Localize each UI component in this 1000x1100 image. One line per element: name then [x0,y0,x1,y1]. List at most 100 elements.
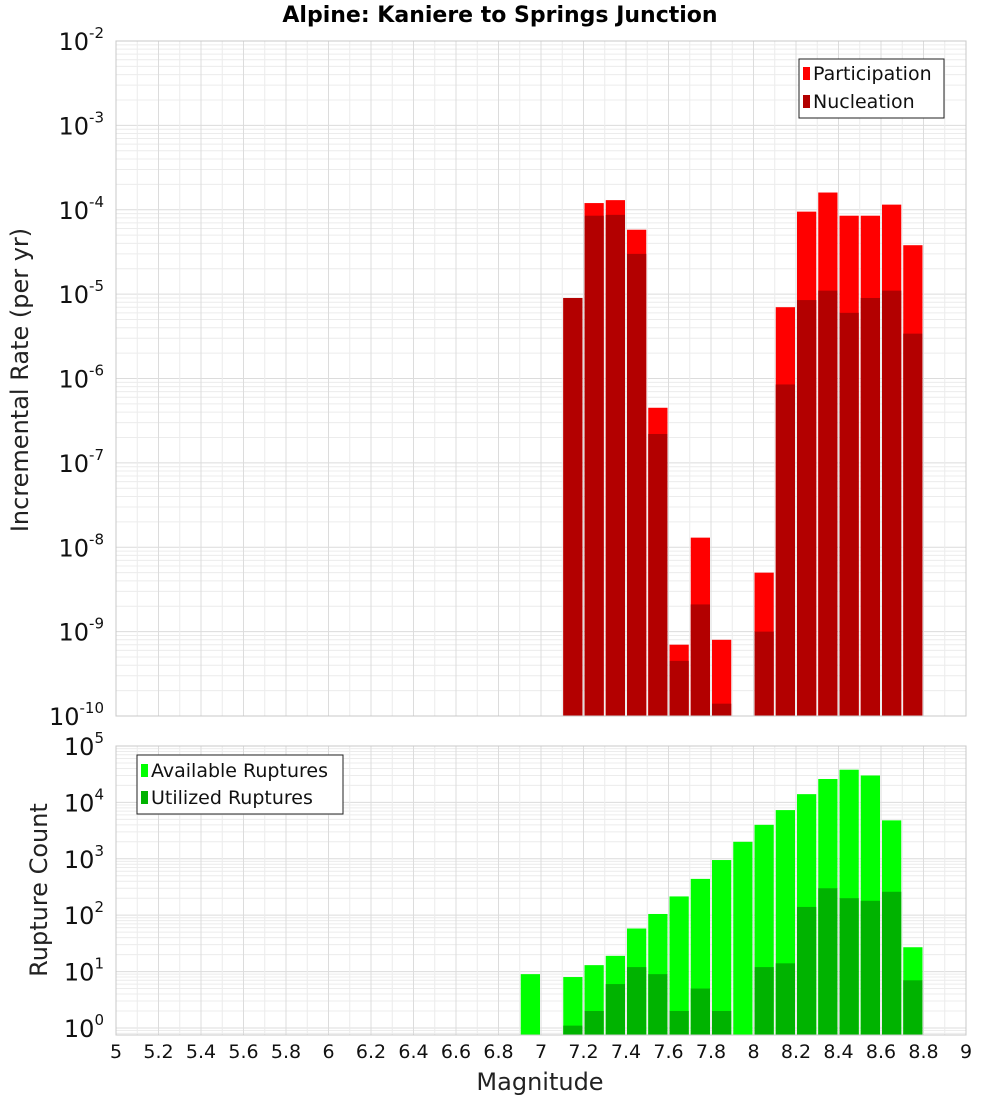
count-legend: Available Ruptures Utilized Ruptures [136,754,344,815]
x-tick-label: 7.4 [611,1041,641,1063]
nucleation-bar [775,384,795,716]
x-tick-label: 5.8 [271,1041,301,1063]
rate-bars [563,192,923,717]
x-axis-label: Magnitude [476,1068,603,1096]
rate-plot-border [115,40,967,717]
nucleation-bar [860,297,880,716]
utilized-ruptures-bar [690,988,710,1035]
count-y-tick-label: 104 [64,785,104,817]
x-tick-label: 6.6 [441,1041,471,1063]
utilized-ruptures-bar [754,967,774,1035]
participation-legend-swatch [803,67,810,80]
count-y-tick-label: 100 [64,1011,104,1043]
rate-y-tick-label: 10-10 [49,699,104,731]
utilized-ruptures-bar [882,891,902,1035]
nucleation-bar [563,297,583,716]
utilized-ruptures-bar [903,980,923,1035]
x-tick-label: 8.6 [866,1041,896,1063]
available-legend-swatch [141,764,148,777]
rate-legend: Participation Nucleation [798,58,945,119]
nucleation-bar [669,660,689,716]
x-tick-label: 9 [960,1041,972,1063]
nucleation-bar [797,300,817,716]
utilized-ruptures-bar [818,888,838,1035]
x-tick-label: 7 [535,1041,547,1063]
available-legend-label: Available Ruptures [151,760,328,782]
rate-y-tick-label: 10-2 [58,24,104,56]
available-ruptures-bar [712,860,732,1035]
x-tick-label: 6.4 [398,1041,428,1063]
x-tick-label: 6.8 [483,1041,513,1063]
nucleation-bar [903,333,923,716]
nucleation-bar [712,703,732,716]
rate-y-tick-label: 10-9 [58,615,104,647]
utilized-legend-label: Utilized Ruptures [151,787,313,809]
nucleation-bar [627,253,647,716]
nucleation-bar [605,214,625,716]
count-y-tick-label: 105 [64,729,104,761]
count-panel: 100 101 102 103 104 105 Rupture Count Availab… [25,729,967,1043]
x-tick-label: 8 [747,1041,759,1063]
participation-bar [712,639,732,716]
nucleation-legend-swatch [803,95,810,108]
rate-grid [115,41,967,717]
available-ruptures-bar [563,977,583,1035]
nucleation-bar [648,433,668,716]
count-y-tick-label: 102 [64,898,104,930]
nucleation-bar [882,290,902,716]
count-y-tick-label: 101 [64,955,104,987]
x-tick-label: 5.6 [228,1041,258,1063]
x-tick-label: 6.2 [356,1041,386,1063]
rate-y-axis-label: Incremental Rate (per yr) [6,228,34,532]
chart-title: Alpine: Kaniere to Springs Junction [282,3,717,28]
x-tick-label: 7.6 [653,1041,683,1063]
nucleation-bar [584,215,604,717]
utilized-ruptures-bar [839,898,859,1035]
utilized-ruptures-bar [605,984,625,1035]
nucleation-legend-label: Nucleation [813,91,915,113]
rate-y-ticks: 10-10 10-9 10-8 10-7 10-6 10-5 10-4 10-3 10-2 [49,24,104,731]
x-tick-label: 8.4 [823,1041,853,1063]
utilized-ruptures-bar [712,1010,732,1035]
count-y-ticks: 100 101 102 103 104 105 [64,729,104,1043]
utilized-ruptures-bar [775,963,795,1035]
utilized-ruptures-bar [669,1010,689,1035]
utilized-legend-swatch [141,791,148,804]
utilized-ruptures-bar [584,1010,604,1035]
x-axis-ticks: 5 5.2 5.4 5.6 5.8 6 6.2 6.4 6.6 6.8 7 7.2 7.4 7.6 7.8 8… [110,1041,972,1063]
rate-y-tick-label: 10-7 [58,446,104,478]
available-ruptures-bar [669,896,689,1035]
utilized-ruptures-bar [563,1025,583,1035]
rate-y-tick-label: 10-3 [58,108,104,140]
count-bars [520,769,923,1035]
utilized-ruptures-bar [648,974,668,1035]
count-y-tick-label: 103 [64,842,104,874]
rate-legend-box [798,58,945,119]
rate-y-tick-label: 10-8 [58,530,104,562]
x-tick-label: 5.4 [186,1041,216,1063]
rate-y-tick-label: 10-4 [58,193,104,225]
x-tick-label: 5.2 [143,1041,173,1063]
utilized-ruptures-bar [627,967,647,1035]
available-ruptures-bar [733,841,753,1035]
nucleation-bar [690,604,710,716]
count-y-axis-label: Rupture Count [25,803,53,977]
count-plot-border [115,745,967,1036]
participation-legend-label: Participation [813,63,932,85]
x-tick-label: 7.2 [568,1041,598,1063]
x-tick-label: 8.2 [781,1041,811,1063]
utilized-ruptures-bar [860,900,880,1035]
x-tick-label: 6 [322,1041,334,1063]
x-tick-label: 5 [110,1041,122,1063]
nucleation-bar [839,312,859,716]
x-tick-label: 7.8 [696,1041,726,1063]
nucleation-bar [754,631,774,716]
rate-y-tick-label: 10-6 [58,362,104,394]
utilized-ruptures-bar [797,906,817,1035]
rate-panel: 10-10 10-9 10-8 10-7 10-6 10-5 10-4 10-3 10-2 In… [6,24,967,731]
rate-y-tick-label: 10-5 [58,277,104,309]
available-ruptures-bar [520,974,540,1035]
x-tick-label: 8.8 [908,1041,938,1063]
nucleation-bar [818,290,838,716]
